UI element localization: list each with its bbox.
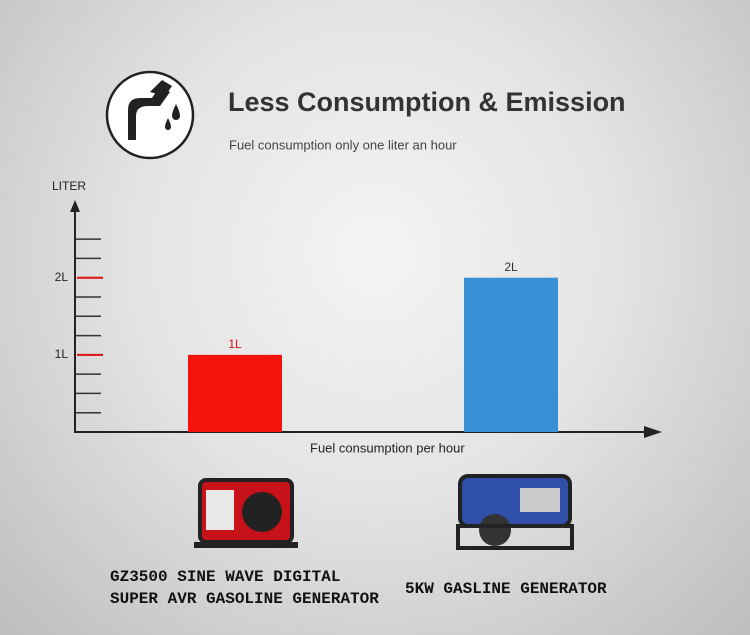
value-label: 2L xyxy=(504,260,518,274)
category-label: 5KW GASLINE GENERATOR xyxy=(405,580,607,598)
x-axis-label: Fuel consumption per hour xyxy=(310,440,465,455)
chart-subtitle: Fuel consumption only one liter an hour xyxy=(229,137,457,152)
y-tick-label: 1L xyxy=(55,347,69,361)
bar xyxy=(188,354,282,432)
bar xyxy=(464,277,558,432)
generator-image xyxy=(456,474,574,550)
fuel-icon xyxy=(105,70,195,160)
y-axis-arrow xyxy=(70,200,80,212)
y-tick-label: 2L xyxy=(55,270,69,284)
chart-title: Less Consumption & Emission xyxy=(228,87,626,117)
category-label: GZ3500 SINE WAVE DIGITAL SUPER AVR GASOL… xyxy=(110,568,379,608)
x-axis-arrow xyxy=(644,426,662,438)
value-label: 1L xyxy=(228,337,242,351)
y-axis-label: LITER xyxy=(52,179,86,193)
generator-image xyxy=(194,478,298,548)
